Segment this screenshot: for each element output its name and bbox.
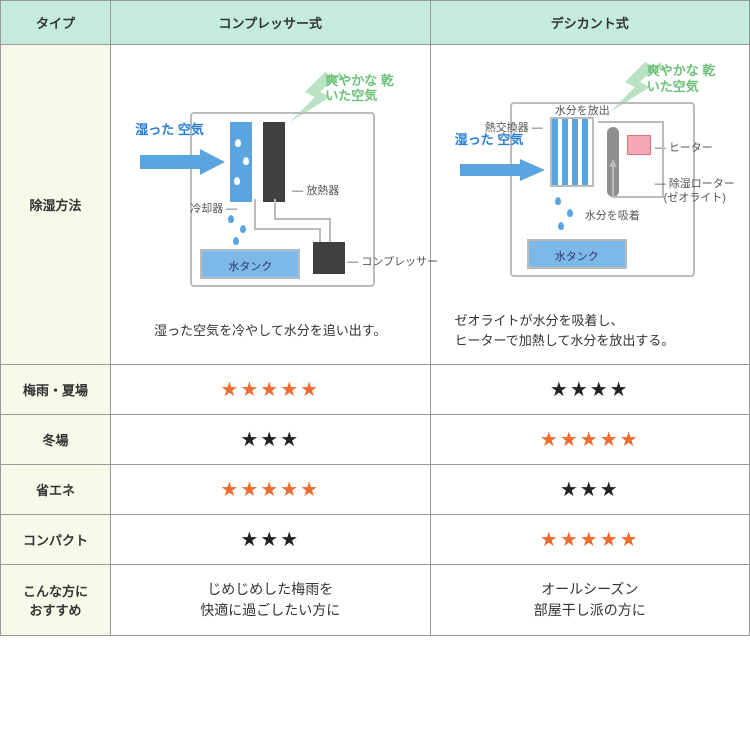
desc-desiccant: ゼオライトが水分を吸着し、 ヒーターで加熱して水分を放出する。 bbox=[435, 311, 746, 350]
stars-rainy-d: ★★★★ bbox=[430, 365, 750, 415]
radiator-rect bbox=[263, 122, 285, 202]
stars-winter-d: ★★★★★ bbox=[430, 415, 750, 465]
row-winter: 冬場 ★★★ ★★★★★ bbox=[1, 415, 750, 465]
row-method: 除湿方法 爽やかな 乾いた空気 湿った 空気 bbox=[1, 45, 750, 365]
label-compressor: — コンプレッサー bbox=[347, 253, 438, 269]
stars-compact-d: ★★★★★ bbox=[430, 515, 750, 565]
stars-energy-c: ★★★★★ bbox=[111, 465, 431, 515]
tank2: 水タンク bbox=[527, 239, 627, 269]
stars-compact-c: ★★★ bbox=[111, 515, 431, 565]
rowhead-energy: 省エネ bbox=[1, 465, 111, 515]
rec-d: オールシーズン 部屋干し派の方に bbox=[430, 565, 750, 636]
label-dry-air: 爽やかな 乾いた空気 bbox=[325, 73, 405, 104]
cell-method-compressor: 爽やかな 乾いた空気 湿った 空気 冷却器 — — 放熱器 bbox=[111, 45, 431, 365]
label-rotor: — 除湿ローター (ゼオライト) bbox=[655, 177, 735, 206]
header-type: タイプ bbox=[1, 1, 111, 45]
stars-energy-d: ★★★ bbox=[430, 465, 750, 515]
header-desiccant: デシカント式 bbox=[430, 1, 750, 45]
label-moist-air: 湿った 空気 bbox=[135, 122, 204, 138]
header-compressor: コンプレッサー式 bbox=[111, 1, 431, 45]
row-recommend: こんな方に おすすめ じめじめした梅雨を 快適に過ごしたい方に オールシーズン … bbox=[1, 565, 750, 636]
rowhead-rec: こんな方に おすすめ bbox=[1, 565, 111, 636]
row-energy: 省エネ ★★★★★ ★★★ bbox=[1, 465, 750, 515]
label-cooler: 冷却器 — bbox=[190, 200, 237, 216]
row-compact: コンパクト ★★★ ★★★★★ bbox=[1, 515, 750, 565]
tank: 水タンク bbox=[200, 249, 300, 279]
label-dry-air2: 爽やかな 乾いた空気 bbox=[647, 63, 725, 94]
stars-rainy-c: ★★★★★ bbox=[111, 365, 431, 415]
comparison-table: タイプ コンプレッサー式 デシカント式 除湿方法 爽やかな 乾いた空気 bbox=[0, 0, 750, 636]
arrow-in-icon bbox=[140, 147, 230, 177]
label-radiator: — 放熱器 bbox=[292, 182, 339, 198]
rowhead-compact: コンパクト bbox=[1, 515, 111, 565]
cell-method-desiccant: 爽やかな 乾いた空気 湿った 空気 熱交換器 — 水分を放出 bbox=[430, 45, 750, 365]
stars-winter-c: ★★★ bbox=[111, 415, 431, 465]
rowhead-rainy: 梅雨・夏場 bbox=[1, 365, 111, 415]
rowhead-winter: 冬場 bbox=[1, 415, 111, 465]
label-release: 水分を放出 bbox=[555, 102, 610, 118]
desc-compressor: 湿った空気を冷やして水分を追い出す。 bbox=[115, 321, 426, 341]
compressor-box bbox=[313, 242, 345, 274]
exchanger-rect bbox=[550, 117, 594, 187]
rowhead-method: 除湿方法 bbox=[1, 45, 111, 365]
rec-c: じめじめした梅雨を 快適に過ごしたい方に bbox=[111, 565, 431, 636]
diagram-desiccant: 爽やかな 乾いた空気 湿った 空気 熱交換器 — 水分を放出 bbox=[455, 57, 725, 297]
label-tank: 水タンク bbox=[202, 258, 298, 274]
header-row: タイプ コンプレッサー式 デシカント式 bbox=[1, 1, 750, 45]
diagram-compressor: 爽やかな 乾いた空気 湿った 空気 冷却器 — — 放熱器 bbox=[135, 67, 405, 307]
arrow-in-icon bbox=[460, 157, 550, 183]
label-exchanger: 熱交換器 — bbox=[485, 119, 543, 135]
row-rainy: 梅雨・夏場 ★★★★★ ★★★★ bbox=[1, 365, 750, 415]
label-absorb: 水分を吸着 bbox=[585, 207, 640, 223]
label-tank2: 水タンク bbox=[529, 248, 625, 264]
